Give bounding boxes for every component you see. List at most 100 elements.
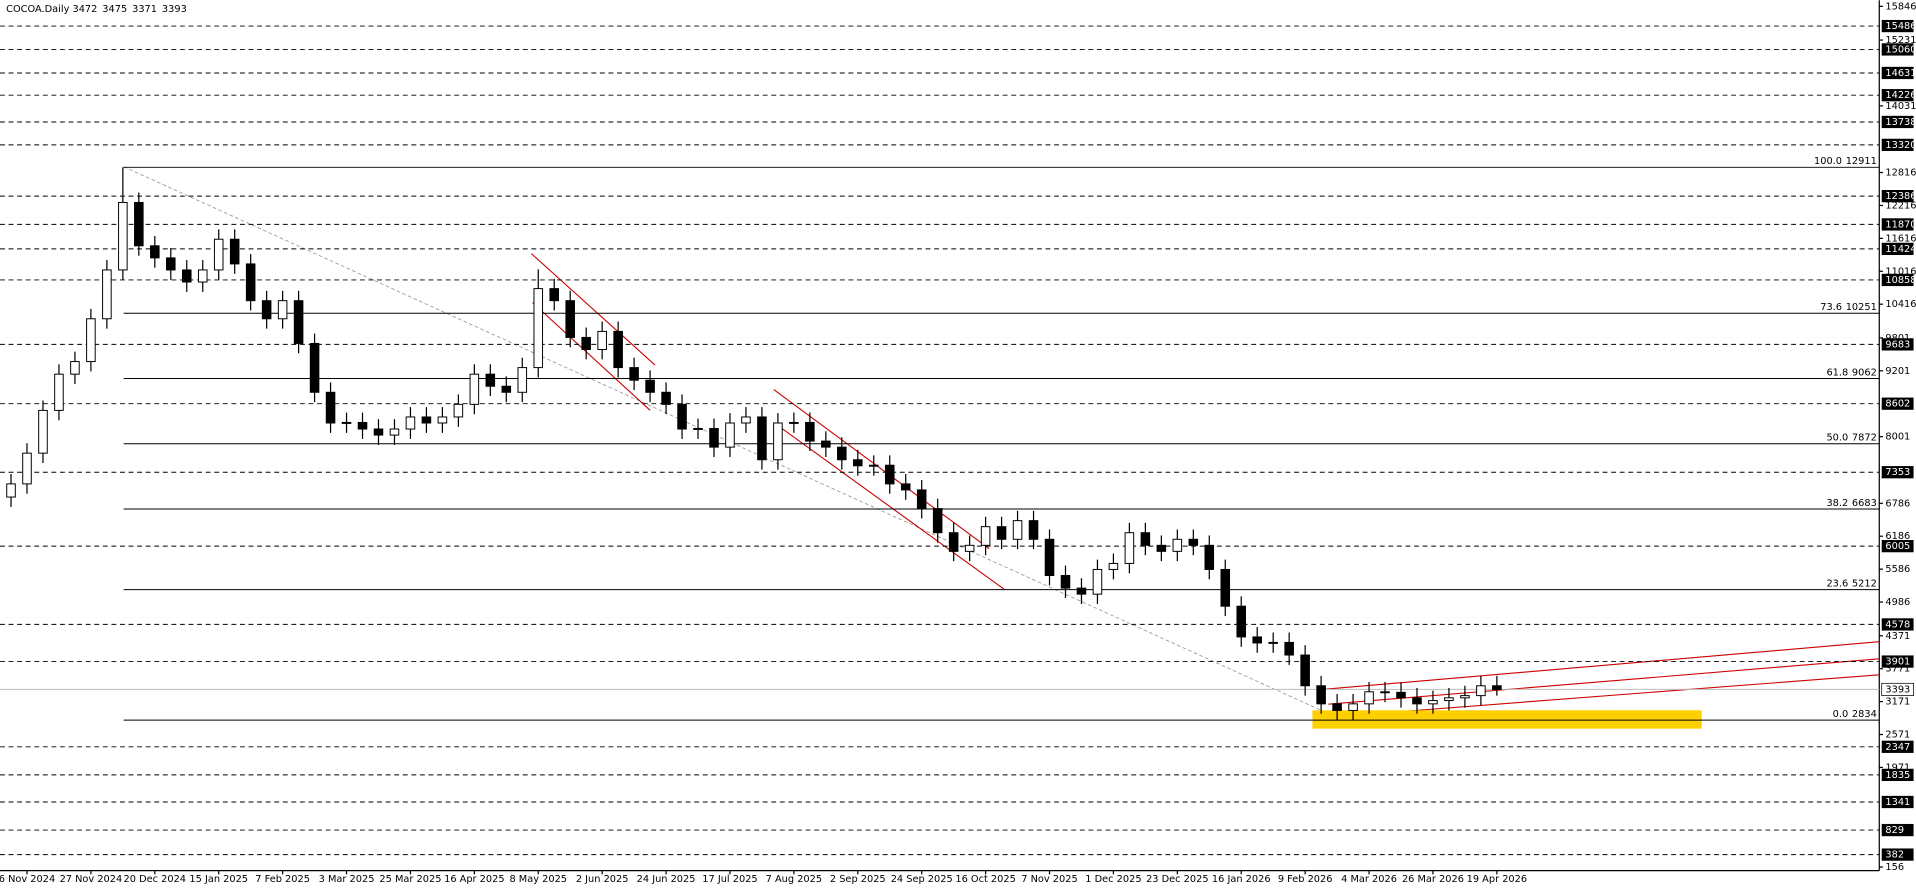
fib-value: 6683 [1852, 498, 1877, 509]
fib-label: 38.2 6683 [1826, 498, 1876, 509]
candle-body [1188, 538, 1199, 546]
candle-body [1316, 685, 1326, 705]
candle-body [181, 269, 192, 283]
channel [530, 253, 1880, 719]
candle-body [38, 409, 48, 454]
candle-body [1332, 703, 1342, 711]
candle-body [102, 269, 112, 320]
candle-body [70, 361, 80, 375]
level-box [1881, 397, 1914, 410]
x-tick-label: 26 Mar 2026 [1402, 874, 1464, 885]
candle-body [453, 403, 464, 418]
level-box [1881, 540, 1914, 553]
candle-body [1060, 575, 1071, 589]
candle-body [309, 342, 320, 393]
candle-body [389, 428, 400, 436]
fib-label: 50.0 7872 [1826, 433, 1876, 444]
candle-body [1380, 691, 1390, 694]
fib-ratio: 38.2 [1826, 498, 1848, 509]
level-label: 10858 [1885, 275, 1916, 286]
candle-body [1268, 641, 1278, 644]
level-box [1881, 740, 1914, 753]
candle-body [1076, 587, 1087, 595]
x-tick-label: 24 Jun 2025 [637, 874, 696, 885]
candle-body [900, 483, 911, 491]
candle-body [837, 446, 847, 461]
y-tick-label: 9201 [1885, 366, 1910, 377]
candle-body [245, 263, 256, 302]
candle-body [197, 269, 208, 283]
fib-value: 2834 [1852, 709, 1877, 720]
y-tick-label: 4986 [1885, 597, 1910, 608]
candle-body [805, 421, 815, 442]
x-tick-label: 2 Sep 2025 [830, 874, 886, 885]
level-label: 13738 [1885, 117, 1916, 128]
candle-body [1028, 520, 1039, 540]
x-tick-label: 16 Apr 2025 [444, 874, 504, 885]
x-tick-label: 15 Jan 2025 [189, 874, 248, 885]
level-label: 4578 [1885, 619, 1910, 630]
last-price-label: 3393 [1885, 684, 1910, 695]
candle-body [1364, 691, 1374, 705]
fib-label: 73.6 10251 [1820, 302, 1877, 313]
candle-body [980, 526, 991, 546]
candle-body [821, 440, 831, 448]
candle-body [597, 330, 607, 350]
candle-body [213, 238, 224, 271]
x-tick-label: 4 Mar 2026 [1341, 874, 1397, 885]
candle-body [853, 459, 863, 467]
candle-body [325, 391, 336, 424]
candle-body [1412, 697, 1422, 705]
candle-body [1236, 605, 1247, 638]
candle-body [229, 238, 240, 265]
candle-body [437, 416, 448, 424]
x-tick-label: 7 Nov 2025 [1021, 874, 1077, 885]
x-tick-label: 25 Mar 2025 [379, 874, 441, 885]
candle-body [1284, 641, 1294, 656]
y-tick-label: 15846 [1885, 1, 1916, 12]
x-tick-label: 9 Feb 2026 [1278, 874, 1333, 885]
candle-body [1428, 700, 1438, 705]
candle-body [757, 416, 767, 461]
y-tick-label: 6786 [1885, 498, 1910, 509]
candle-body [405, 416, 416, 430]
candle-body [581, 336, 591, 350]
fib-ratio: 61.8 [1826, 367, 1848, 378]
x-tick-label: 7 Feb 2025 [255, 874, 310, 885]
candle-body [1348, 703, 1358, 711]
level-box [1881, 848, 1914, 861]
candle-body [789, 421, 799, 424]
ohlc-value: 3371 [132, 4, 157, 15]
x-tick-label: 2 Jun 2025 [576, 874, 629, 885]
candle-body [693, 427, 703, 430]
level-label: 12386 [1885, 191, 1916, 202]
candle-body [868, 464, 879, 467]
y-tick-label: 1971 [1885, 762, 1910, 773]
y-tick-label: 11016 [1885, 266, 1916, 277]
candle-body [277, 300, 288, 320]
level-label: 6005 [1885, 541, 1910, 552]
candle-body [1092, 568, 1103, 595]
level-label: 7353 [1885, 467, 1910, 478]
candle-body [1140, 532, 1151, 546]
level-box [1881, 618, 1914, 631]
level-label: 2347 [1885, 742, 1910, 753]
candle-body [932, 508, 943, 534]
chart-title: COCOA.Daily 3472 3475 3371 3393 [6, 4, 187, 15]
y-tick-label: 5586 [1885, 564, 1910, 575]
fib-label: 0.0 2834 [1833, 709, 1877, 720]
fib-ratio: 100.0 [1814, 156, 1842, 167]
last-price-box [1881, 682, 1914, 696]
fib-ratio: 0.0 [1833, 709, 1849, 720]
candle-body [1492, 685, 1502, 690]
candle-body [421, 416, 432, 424]
candle-body [773, 422, 783, 461]
candle-body [357, 421, 368, 430]
level-box [1881, 655, 1914, 668]
support-zone [1312, 710, 1702, 729]
level-label: 15060 [1885, 44, 1916, 55]
candle-body [677, 403, 687, 430]
x-tick-label: 16 Jan 2026 [1212, 874, 1271, 885]
fib-ratio: 73.6 [1820, 302, 1842, 313]
fib-value: 10251 [1846, 302, 1877, 313]
